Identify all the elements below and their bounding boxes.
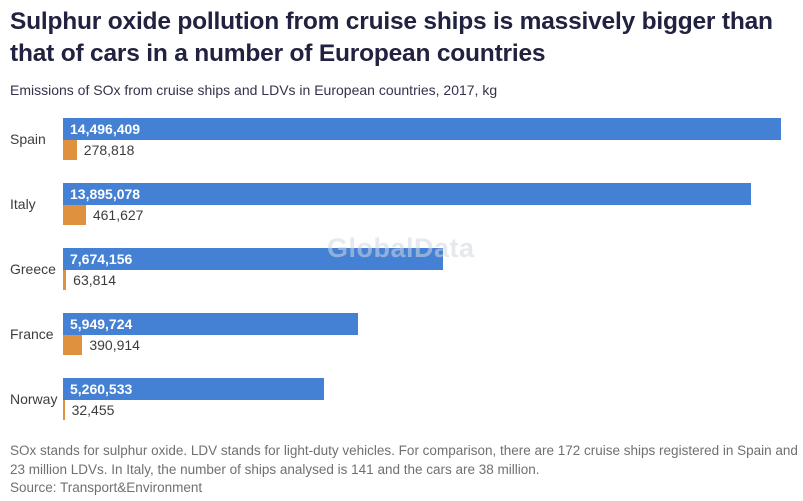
cruise-ships-bar: 13,895,078 — [63, 183, 752, 205]
source-credit: Source: Transport&Environment — [10, 480, 203, 495]
ldv-bar — [63, 400, 65, 420]
chart-row: Spain 14,496,409 278,818 — [10, 118, 781, 160]
ldv-value-label: 278,818 — [83, 142, 135, 158]
category-label: Spain — [10, 131, 46, 147]
cruise-ships-value-label: 7,674,156 — [70, 251, 133, 267]
ldv-bar — [63, 335, 83, 355]
chart-row: Italy 13,895,078 461,627 — [10, 183, 781, 225]
ldv-value-label: 461,627 — [92, 207, 144, 223]
bar-group: 14,496,409 278,818 — [63, 118, 781, 160]
cruise-ships-value-label: 5,260,533 — [70, 381, 133, 397]
footnote: SOx stands for sulphur oxide. LDV stands… — [10, 443, 798, 477]
ldv-value-label: 390,914 — [89, 337, 140, 353]
cruise-ships-value-label: 5,949,724 — [70, 316, 133, 332]
cruise-ships-value-label: 13,895,078 — [70, 186, 141, 202]
bar-group: 7,674,156 63,814 — [63, 248, 781, 290]
ldv-value-label: 32,455 — [71, 402, 115, 418]
ldv-bar — [63, 140, 77, 160]
chart-row: Norway 5,260,533 32,455 — [10, 378, 781, 420]
category-label: Italy — [10, 196, 36, 212]
category-label: Norway — [10, 391, 58, 407]
cruise-ships-value-label: 14,496,409 — [70, 121, 141, 137]
bar-chart: Spain 14,496,409 278,818 Italy 13,895,078 461… — [10, 118, 781, 443]
category-label: France — [10, 326, 54, 342]
chart-title: Sulphur oxide pollution from cruise ship… — [10, 8, 773, 67]
chart-row: France 5,949,724 390,914 — [10, 313, 781, 355]
ldv-bar — [63, 270, 67, 290]
bar-group: 13,895,078 461,627 — [63, 183, 781, 225]
chart-row: Greece 7,674,156 63,814 — [10, 248, 781, 290]
bar-group: 5,260,533 32,455 — [63, 378, 781, 420]
cruise-ships-bar: 5,949,724 — [63, 313, 358, 335]
category-label: Greece — [10, 261, 56, 277]
ldv-value-label: 63,814 — [73, 272, 116, 288]
bar-group: 5,949,724 390,914 — [63, 313, 781, 355]
cruise-ships-bar: 5,260,533 — [63, 378, 324, 400]
ldv-bar — [63, 205, 86, 225]
chart-subtitle: Emissions of SOx from cruise ships and L… — [10, 82, 498, 98]
cruise-ships-bar: 7,674,156 — [63, 248, 444, 270]
cruise-ships-bar: 14,496,409 — [63, 118, 781, 140]
